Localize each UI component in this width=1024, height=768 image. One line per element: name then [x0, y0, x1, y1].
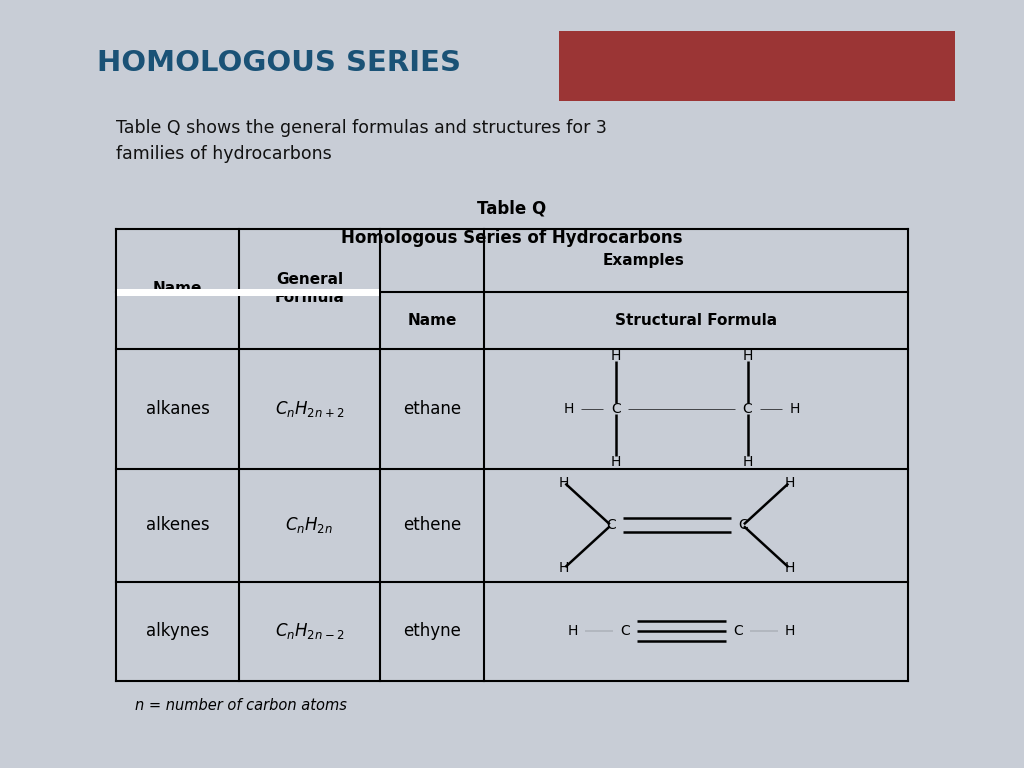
Text: Structural Formula: Structural Formula — [614, 313, 777, 328]
Text: C: C — [621, 624, 630, 638]
Text: C: C — [733, 624, 743, 638]
Text: C: C — [742, 402, 753, 415]
Bar — [559, 31, 954, 101]
Text: H: H — [559, 475, 569, 489]
Text: H: H — [610, 349, 621, 362]
Text: C: C — [738, 518, 748, 532]
Text: C: C — [606, 518, 615, 532]
Text: $\mathit{C}_n\mathit{H}_{2n+2}$: $\mathit{C}_n\mathit{H}_{2n+2}$ — [274, 399, 344, 419]
Text: alkanes: alkanes — [145, 399, 210, 418]
Text: Examples: Examples — [603, 253, 685, 268]
Text: Homologous Series of Hydrocarbons: Homologous Series of Hydrocarbons — [341, 229, 683, 247]
Text: alkynes: alkynes — [146, 622, 209, 641]
Text: H: H — [784, 475, 795, 489]
Text: H: H — [742, 349, 753, 362]
Text: Name: Name — [408, 313, 457, 328]
Bar — [118, 289, 379, 296]
Text: ethene: ethene — [402, 516, 461, 535]
Text: H: H — [784, 561, 795, 575]
Text: $\mathit{C}_n\mathit{H}_{2n}$: $\mathit{C}_n\mathit{H}_{2n}$ — [286, 515, 334, 535]
Text: C: C — [610, 402, 621, 415]
Text: H: H — [784, 624, 795, 638]
Text: alkenes: alkenes — [145, 516, 209, 535]
Text: Name: Name — [153, 281, 203, 296]
Text: HOMOLOGOUS SERIES: HOMOLOGOUS SERIES — [97, 48, 462, 77]
Text: Table Q: Table Q — [477, 200, 547, 218]
Text: ethane: ethane — [402, 399, 461, 418]
Text: H: H — [610, 455, 621, 468]
Text: H: H — [563, 402, 573, 415]
Text: n = number of carbon atoms: n = number of carbon atoms — [135, 698, 347, 713]
Text: ethyne: ethyne — [403, 622, 461, 641]
Text: H: H — [742, 455, 753, 468]
Text: H: H — [559, 561, 569, 575]
Text: $\mathit{C}_n\mathit{H}_{2n-2}$: $\mathit{C}_n\mathit{H}_{2n-2}$ — [274, 621, 344, 641]
Text: Table Q shows the general formulas and structures for 3
families of hydrocarbons: Table Q shows the general formulas and s… — [117, 119, 607, 164]
Text: General
Formula: General Formula — [274, 273, 344, 305]
Text: H: H — [790, 402, 800, 415]
Text: H: H — [568, 624, 579, 638]
